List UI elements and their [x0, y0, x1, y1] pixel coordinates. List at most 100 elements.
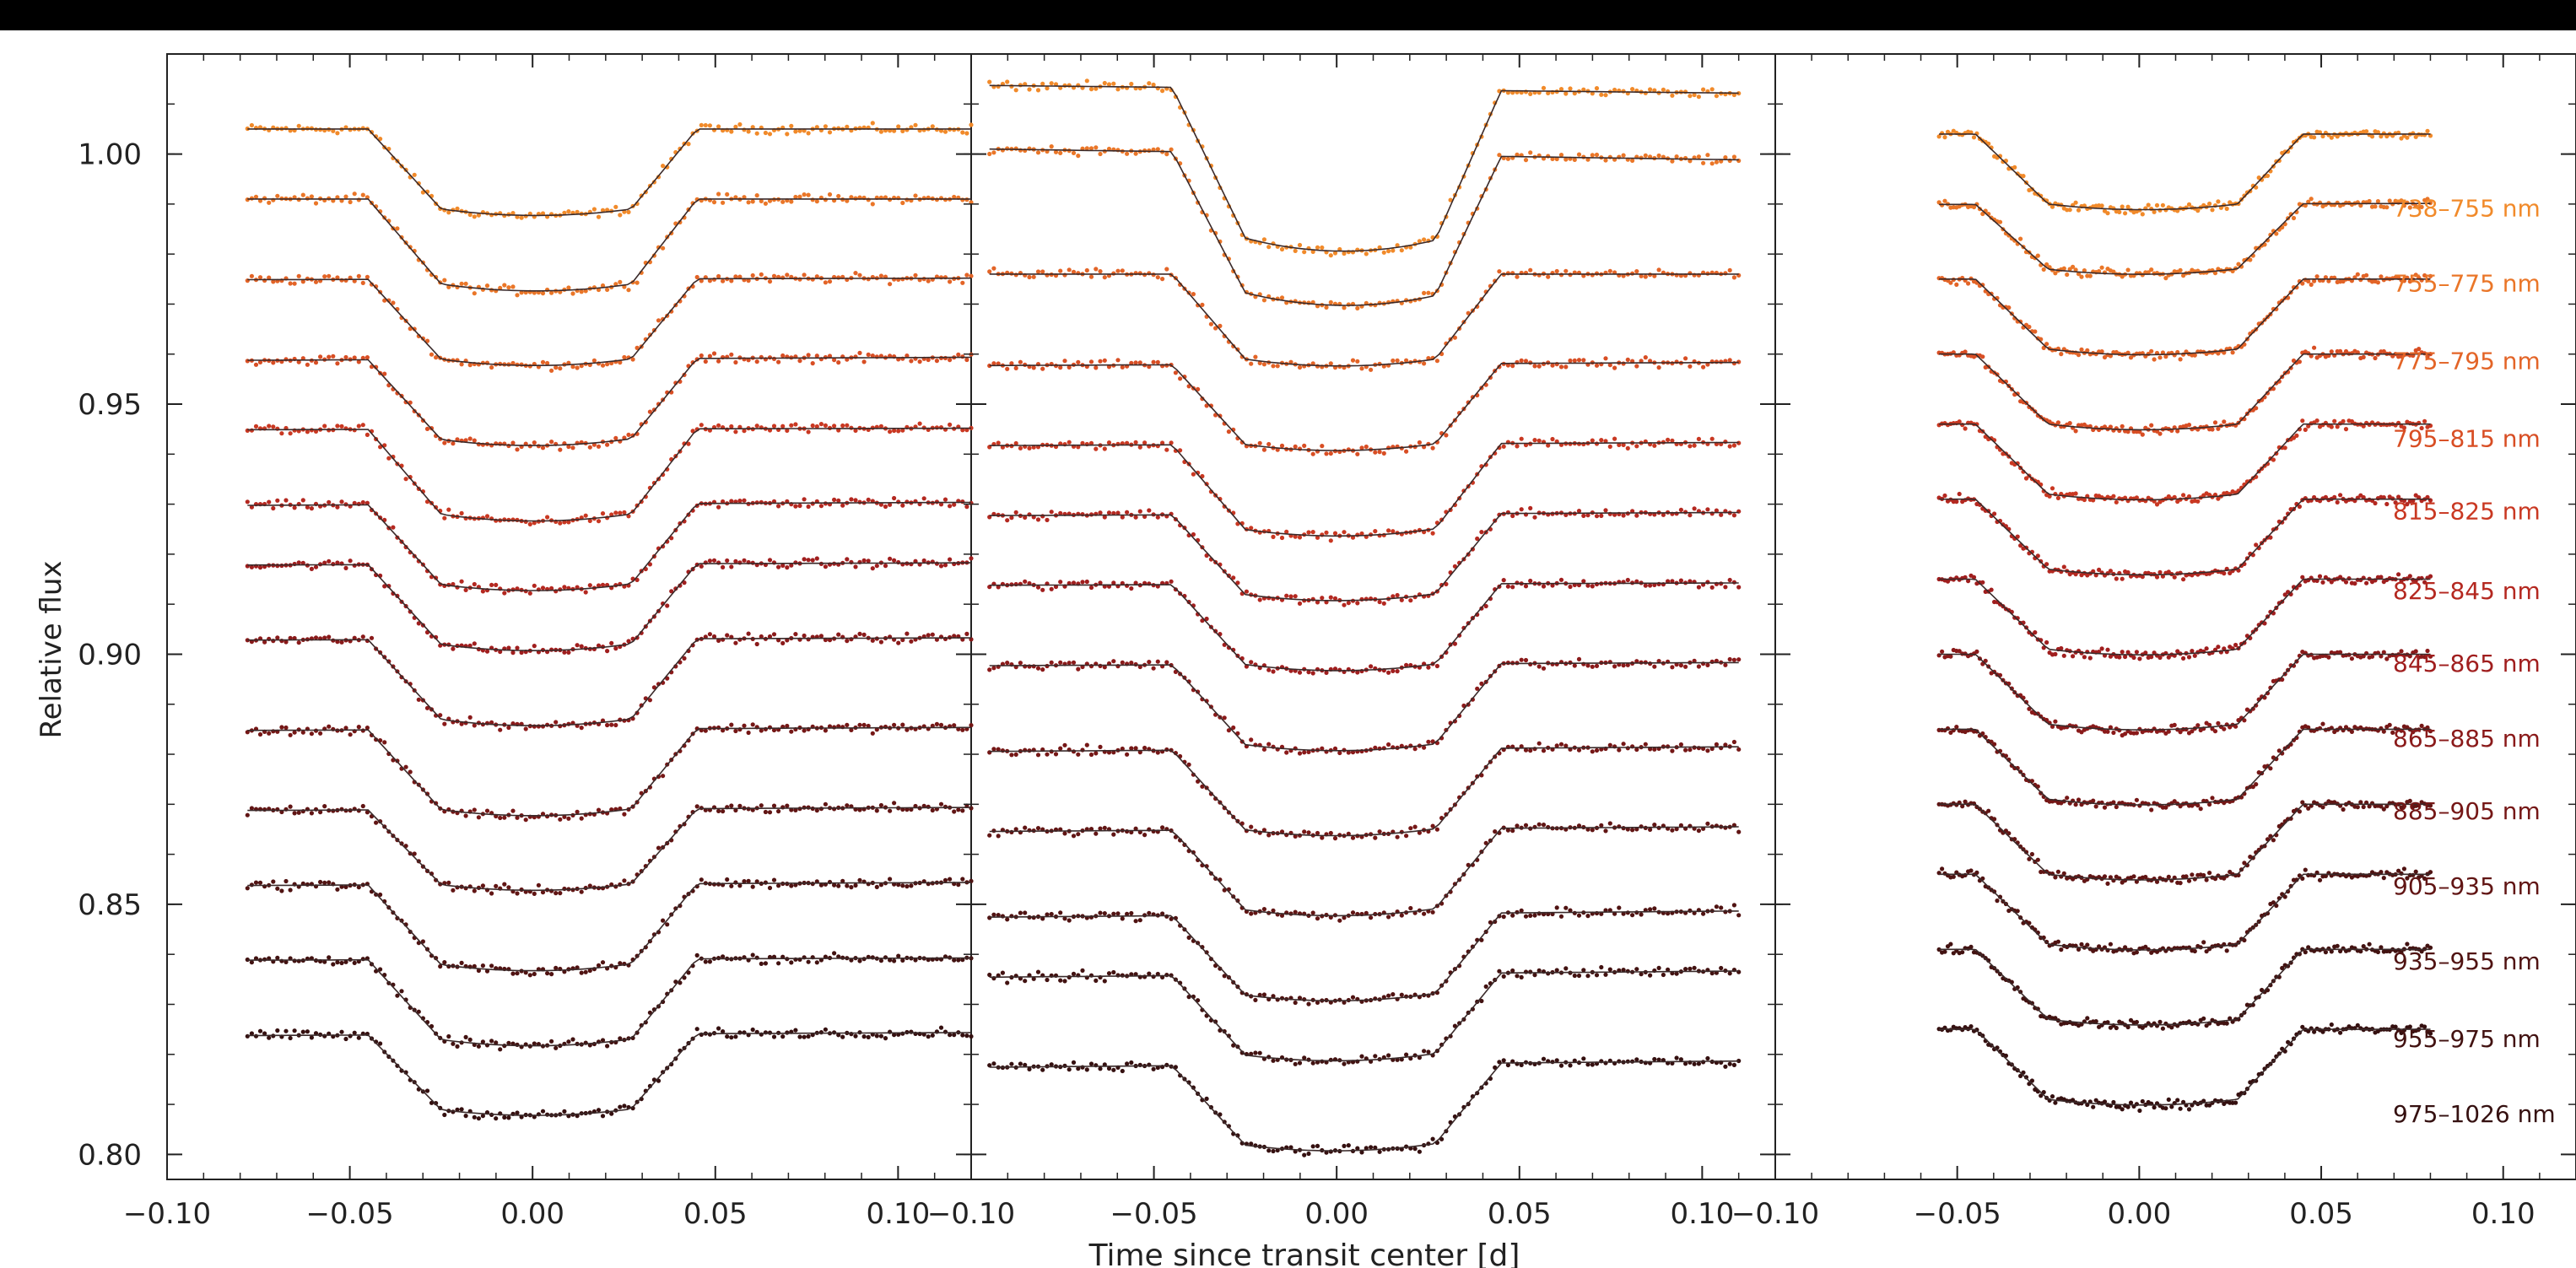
data-point — [489, 582, 494, 588]
data-point — [1568, 86, 1573, 91]
data-point — [900, 428, 905, 433]
data-point — [1284, 593, 1289, 598]
data-point — [1342, 530, 1347, 535]
data-point — [1320, 1059, 1325, 1064]
data-point — [442, 440, 447, 445]
data-point — [1501, 444, 1506, 449]
data-point — [938, 275, 944, 280]
data-point — [467, 363, 473, 368]
data-point — [1519, 974, 1524, 979]
data-point — [519, 290, 524, 295]
data-point — [1129, 81, 1134, 87]
data-point — [1399, 992, 1404, 997]
data-point — [549, 290, 554, 295]
data-point — [527, 591, 532, 596]
data-point — [729, 352, 734, 357]
data-point — [1519, 358, 1524, 363]
data-point — [2216, 199, 2221, 204]
data-point — [322, 424, 327, 429]
data-point — [866, 352, 871, 357]
data-point — [1049, 660, 1054, 665]
data-point — [763, 201, 769, 206]
data-point — [878, 129, 883, 134]
model-fit-line — [989, 746, 1739, 837]
model-fit-line — [989, 273, 1739, 367]
data-point — [1736, 657, 1742, 662]
data-point — [1253, 1050, 1258, 1055]
data-point — [1067, 661, 1072, 666]
data-point — [313, 429, 319, 434]
data-point — [1723, 662, 1728, 667]
data-point — [554, 965, 559, 970]
data-point — [969, 1033, 974, 1039]
data-point — [729, 424, 734, 429]
data-point — [459, 960, 464, 965]
data-point — [1625, 445, 1630, 451]
data-point — [729, 129, 734, 134]
data-point — [909, 883, 914, 888]
data-point — [532, 891, 537, 896]
light-curve-panel2-band9 — [987, 739, 1742, 841]
data-point — [1594, 973, 1600, 978]
data-point — [502, 815, 507, 820]
data-point — [1249, 660, 1254, 665]
data-point — [386, 456, 392, 461]
data-point — [2210, 208, 2215, 213]
data-point — [2146, 202, 2151, 208]
data-point — [1483, 984, 1488, 989]
data-point — [1515, 274, 1520, 279]
data-point — [888, 502, 893, 507]
data-point — [1625, 746, 1630, 751]
data-point — [416, 697, 421, 702]
data-point — [1714, 359, 1719, 364]
data-point — [1678, 507, 1683, 513]
data-point — [451, 888, 456, 893]
data-point — [1585, 914, 1590, 919]
data-point — [331, 638, 336, 643]
data-point — [759, 961, 764, 966]
data-point — [519, 215, 524, 220]
data-point — [725, 192, 730, 197]
data-point — [554, 1045, 559, 1050]
data-point — [853, 271, 858, 276]
data-point — [1683, 89, 1688, 94]
data-point — [1147, 660, 1152, 665]
panel-frames — [166, 53, 2576, 1180]
data-point — [1688, 364, 1693, 369]
data-point — [934, 721, 939, 727]
data-point — [878, 1033, 883, 1039]
data-point — [818, 504, 824, 509]
data-point — [853, 428, 858, 433]
data-point — [690, 360, 695, 365]
data-point — [1306, 530, 1311, 535]
data-point — [305, 429, 310, 434]
data-point — [754, 641, 759, 647]
data-point — [2314, 274, 2319, 279]
data-point — [1098, 510, 1103, 515]
data-point — [1111, 659, 1116, 664]
data-point — [1541, 748, 1547, 753]
data-point — [1594, 152, 1600, 158]
data-point — [459, 510, 464, 516]
data-point — [1297, 751, 1303, 756]
data-point — [275, 635, 280, 640]
data-point — [1607, 821, 1612, 826]
data-point — [952, 809, 957, 814]
data-point — [767, 558, 773, 563]
data-point — [245, 359, 250, 364]
data-point — [600, 511, 606, 516]
data-point — [1501, 974, 1506, 979]
data-point — [785, 565, 790, 570]
data-point — [1297, 242, 1303, 248]
data-point — [707, 278, 713, 283]
data-point — [861, 1034, 867, 1039]
data-point — [2411, 131, 2416, 136]
data-point — [1133, 440, 1138, 445]
data-point — [1683, 747, 1688, 753]
data-point — [1106, 440, 1112, 445]
data-point — [2079, 274, 2084, 279]
data-point — [1434, 663, 1439, 669]
data-point — [729, 883, 734, 888]
data-point — [857, 877, 862, 882]
data-point — [1430, 909, 1435, 915]
